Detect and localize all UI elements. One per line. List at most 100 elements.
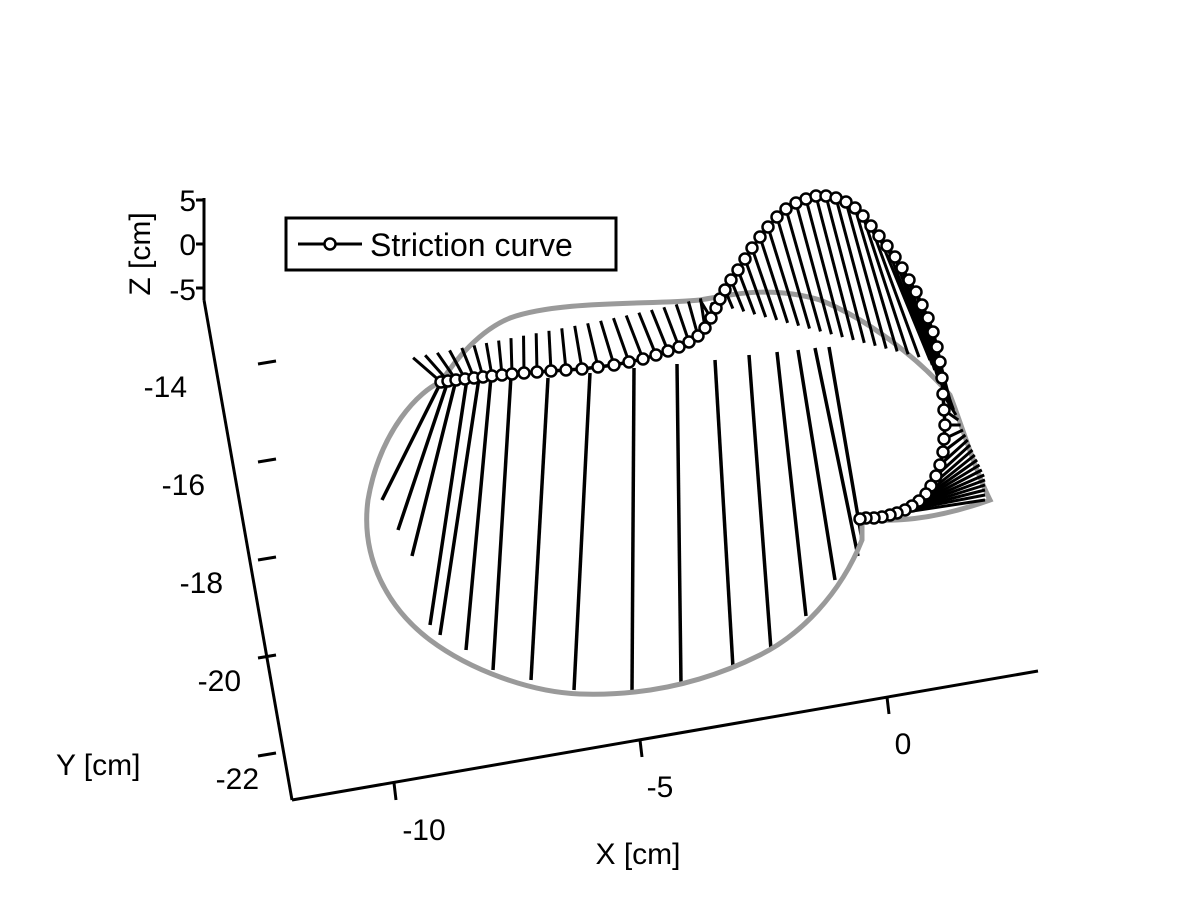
striction-curve-marker	[517, 366, 531, 380]
ruling-line	[750, 247, 779, 321]
striction-curve-marker	[575, 362, 589, 376]
y-tick-label: -22	[216, 763, 259, 796]
striction-curve-marker	[622, 355, 636, 369]
x-tick-label: -10	[402, 814, 445, 847]
striction-curve-marker	[909, 285, 923, 299]
ruling-line	[464, 376, 493, 651]
ruling-line	[630, 367, 636, 693]
x-tick	[638, 739, 644, 758]
ruling-line	[599, 320, 616, 366]
striction-curve-marker	[691, 329, 705, 343]
x-tick	[392, 782, 398, 801]
ruling-line	[428, 378, 469, 626]
axes-box	[196, 198, 1039, 802]
striction-curve-marker	[938, 418, 952, 432]
striction-curve-marker	[848, 201, 862, 215]
striction-curve-marker	[921, 311, 935, 325]
striction-curve-marker	[880, 239, 894, 253]
y-tick-label: -16	[162, 469, 205, 502]
striction-curve-marker	[661, 344, 675, 358]
x-axis-label: X [cm]	[595, 838, 680, 871]
ruling-line	[794, 202, 833, 335]
y-tick	[257, 653, 277, 660]
striction-curve-marker	[936, 445, 950, 459]
ruling-line	[814, 195, 855, 341]
ruling-line	[775, 216, 811, 329]
striction-curve-marker	[724, 273, 738, 287]
striction-curve-marker	[770, 210, 784, 224]
striction-curve-marker	[853, 512, 867, 526]
striction-curve-marker	[839, 195, 853, 209]
x-tick-label: -5	[647, 771, 674, 804]
ruling-line	[775, 351, 808, 617]
ruling-line	[396, 380, 450, 531]
ruling-line	[813, 347, 860, 557]
ruling-line	[869, 225, 921, 358]
striction-curve-marker	[895, 261, 909, 275]
z-tick-label: 5	[179, 185, 196, 218]
ruling-line	[747, 354, 773, 651]
striction-curve-marker	[636, 352, 650, 366]
ruling-line	[834, 197, 877, 347]
striction-curve-marker	[505, 367, 519, 381]
ruling-line	[743, 258, 768, 318]
striction-curve-marker	[718, 283, 732, 297]
y-tick	[257, 359, 277, 366]
striction-curve-marker	[937, 403, 951, 417]
striction-curve-marker	[902, 273, 916, 287]
y-tick-label: -20	[198, 665, 241, 698]
striction-curve-marker	[753, 230, 767, 244]
striction-curve-marker	[930, 340, 944, 354]
ruling-line	[861, 215, 910, 355]
striction-curve-marker	[915, 298, 929, 312]
ruling-line	[713, 359, 735, 669]
ruling-line	[573, 325, 584, 370]
legend: Striction curve	[284, 216, 618, 272]
ruling-line	[612, 317, 631, 363]
ruling-line	[637, 312, 658, 356]
y-tick	[257, 751, 277, 758]
y-axis-label: Y [cm]	[56, 749, 140, 782]
striction-curve-marker	[937, 432, 951, 446]
ruling-line	[410, 379, 458, 557]
ruling-line	[572, 372, 592, 691]
ruling-line	[844, 201, 888, 349]
ruling-line	[586, 322, 600, 368]
legend-marker-sample	[323, 237, 337, 251]
ruling-line	[529, 377, 550, 681]
striction-curve-marker	[607, 358, 621, 372]
ruling-line	[650, 309, 670, 352]
ruling-line	[796, 349, 837, 581]
striction-curve-marker	[933, 458, 947, 472]
striction-curve-marker	[926, 325, 940, 339]
z-tick-label: 0	[179, 229, 196, 262]
striction-curve-marker	[731, 263, 745, 277]
ruling-line	[827, 346, 864, 541]
ruling-line	[736, 269, 757, 315]
ruling-line	[758, 236, 790, 324]
z-tick-label: -5	[169, 274, 196, 307]
plot-area	[364, 189, 994, 697]
ruling-line	[491, 375, 513, 671]
y-tick-label: -14	[144, 371, 187, 404]
striction-curve-marker	[530, 365, 544, 379]
x-tick-label: 0	[895, 728, 912, 761]
ruling-line	[804, 198, 844, 338]
striction-curve-marker	[682, 335, 696, 349]
y-tick-label: -18	[180, 567, 223, 600]
striction-curve-marker	[872, 229, 886, 243]
ruling-line	[560, 328, 568, 371]
y-axis-line	[202, 299, 294, 801]
striction-curve-marker	[888, 250, 902, 264]
striction-curve-marker	[745, 241, 759, 255]
striction-curve-marker	[856, 209, 870, 223]
ruling-line	[662, 306, 681, 348]
striction-curve-marker	[698, 321, 712, 335]
ruling-line	[380, 381, 443, 501]
striction-curve-marker	[738, 252, 752, 266]
striction-curve-marker	[761, 220, 775, 234]
striction-curve-marker	[544, 364, 558, 378]
striction-curve-marker	[933, 355, 947, 369]
striction-curve-marker	[591, 360, 605, 374]
